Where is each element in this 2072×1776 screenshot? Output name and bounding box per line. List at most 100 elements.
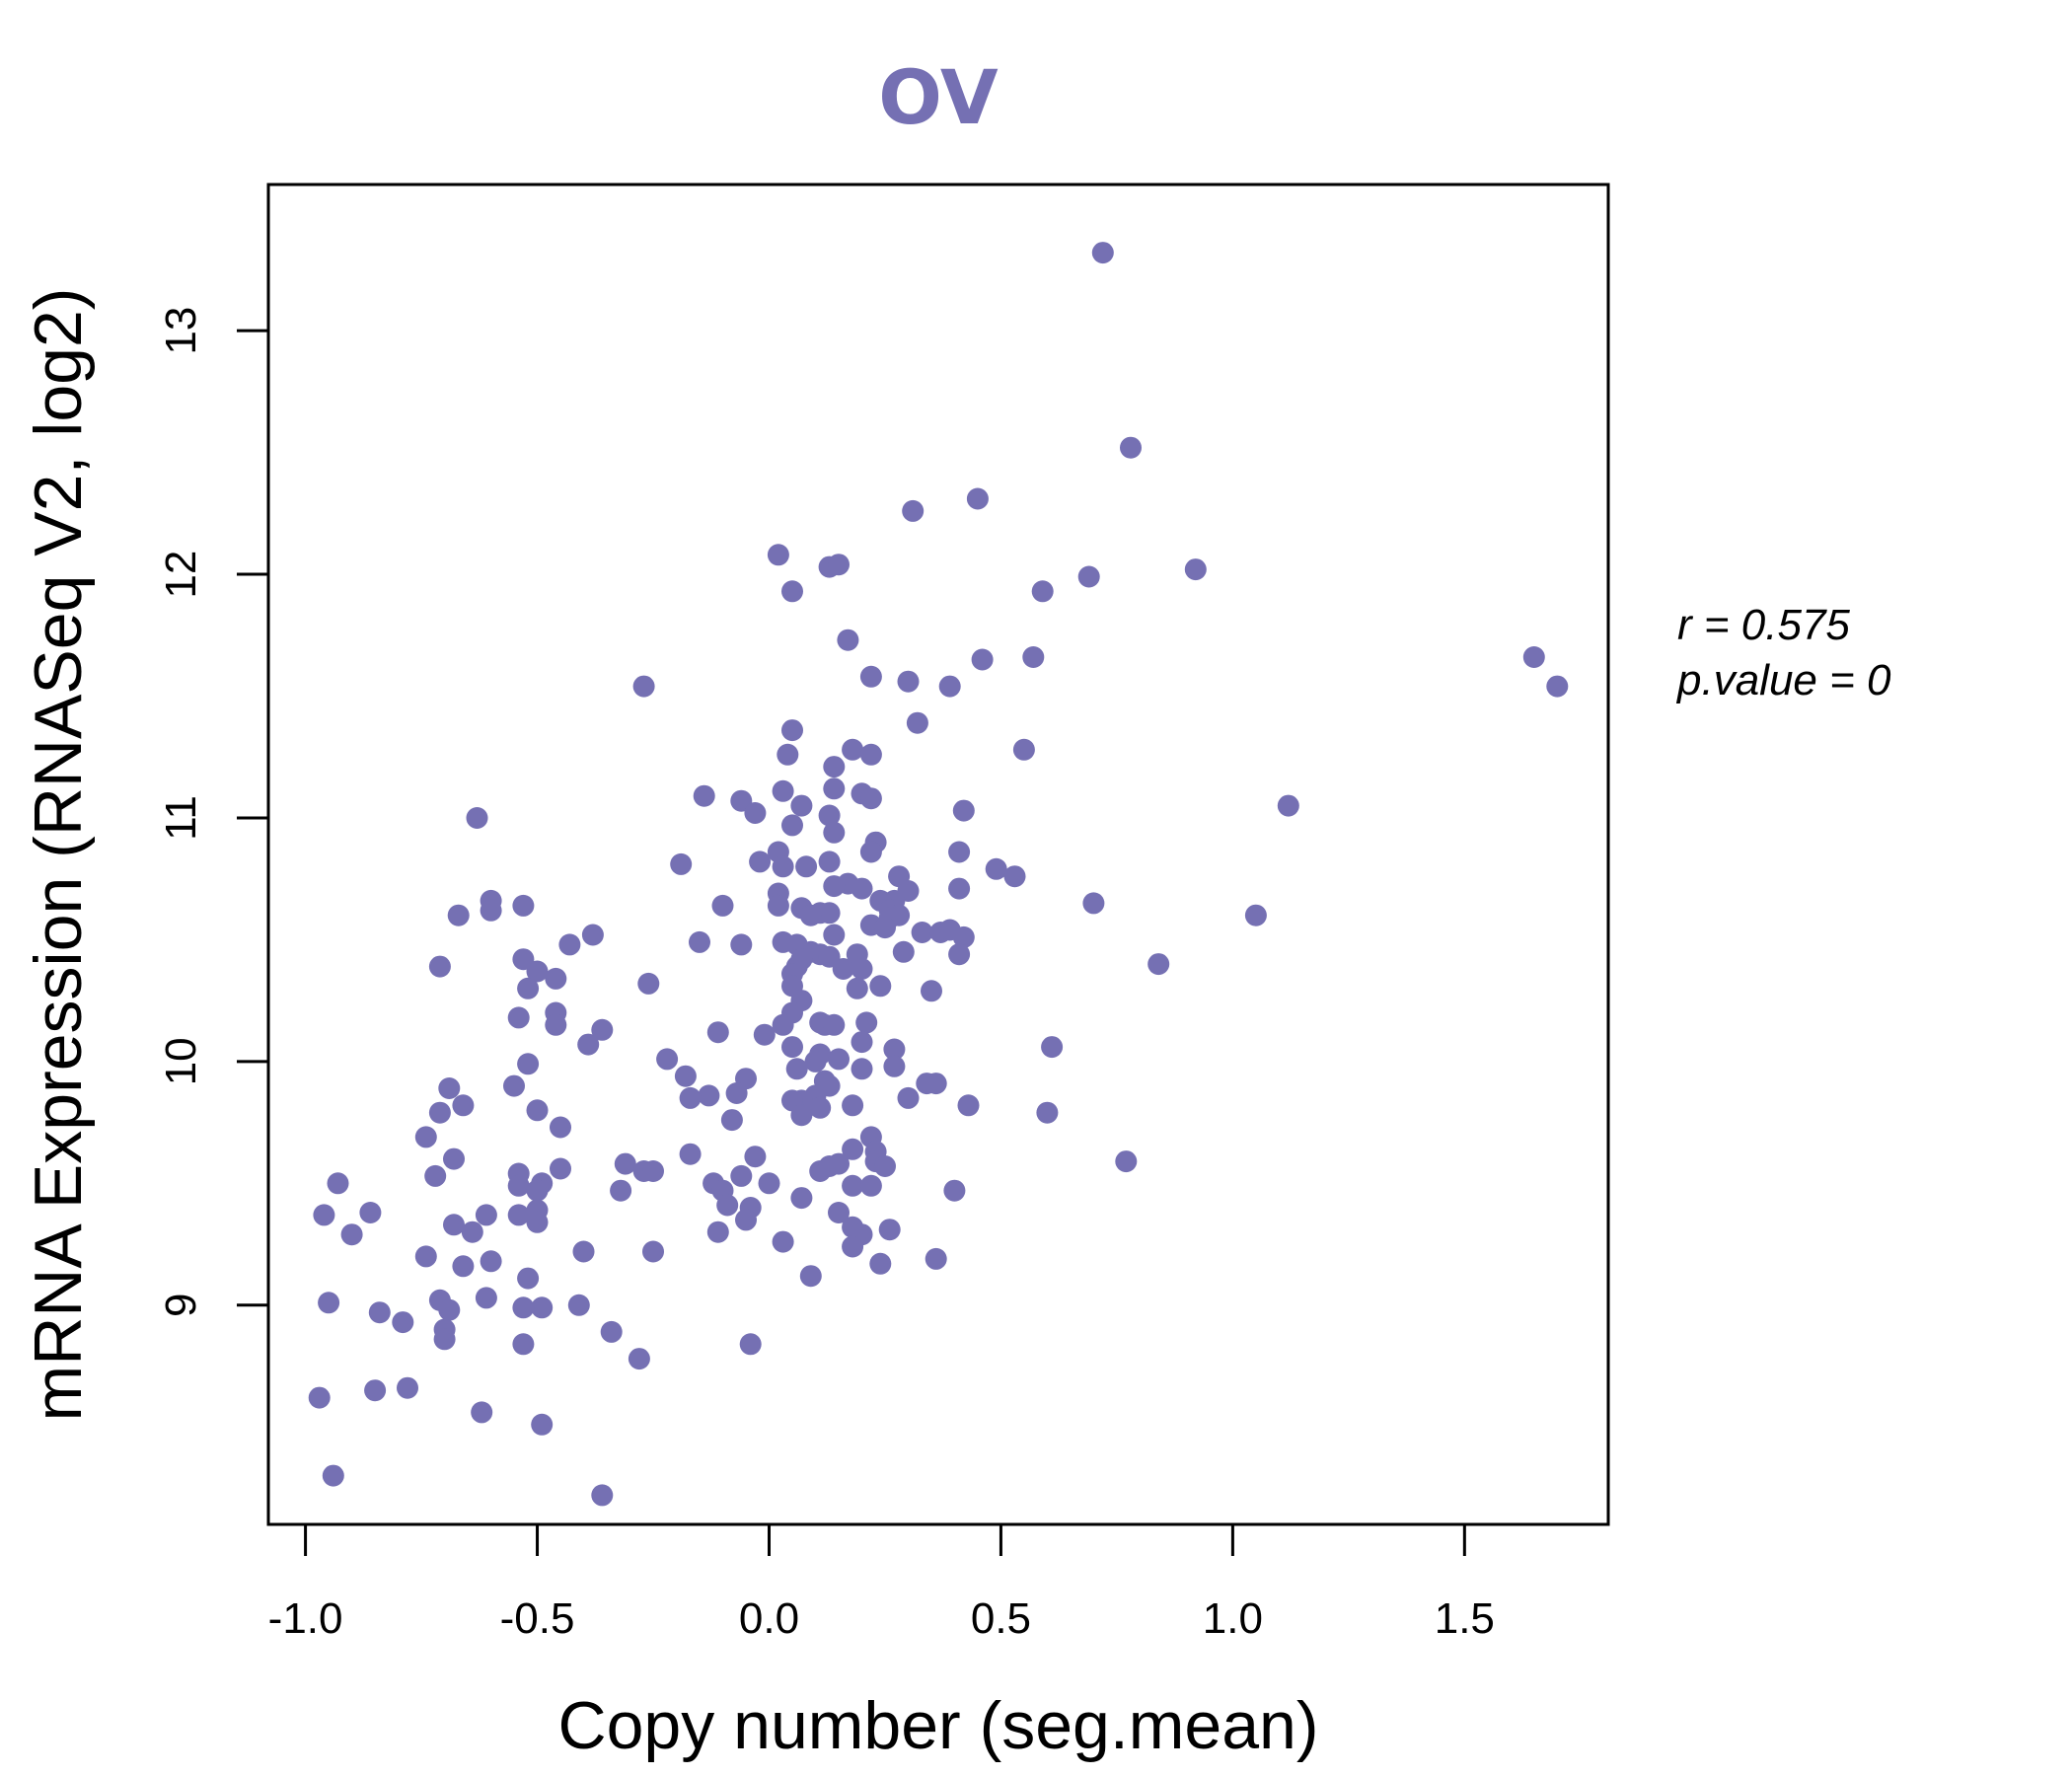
data-point-232 xyxy=(600,1320,623,1343)
data-point-23 xyxy=(859,743,882,766)
data-point-190 xyxy=(943,1179,966,1202)
data-point-15 xyxy=(971,648,994,671)
data-point-21 xyxy=(781,719,803,742)
x-tick-label-0: -1.0 xyxy=(268,1594,343,1643)
data-point-7 xyxy=(781,580,803,603)
data-point-48 xyxy=(795,855,818,878)
data-point-10 xyxy=(1184,558,1207,581)
data-point-104 xyxy=(545,967,567,990)
data-point-73 xyxy=(480,899,502,922)
data-point-37 xyxy=(818,804,841,827)
y-tick-label-2: 11 xyxy=(157,795,205,841)
data-point-39 xyxy=(823,821,846,844)
data-point-34 xyxy=(952,799,975,822)
data-point-45 xyxy=(670,852,693,875)
data-point-213 xyxy=(642,1240,664,1263)
data-point-208 xyxy=(878,1219,901,1241)
x-tick-label-2: 0.0 xyxy=(739,1594,799,1643)
data-point-13 xyxy=(897,670,920,693)
data-point-241 xyxy=(531,1413,554,1436)
points-layer xyxy=(308,242,1569,1507)
data-point-212 xyxy=(842,1235,864,1258)
data-point-132 xyxy=(804,1050,827,1073)
data-point-49 xyxy=(818,851,841,873)
data-point-122 xyxy=(577,1033,600,1056)
data-point-161 xyxy=(550,1116,571,1139)
data-point-88 xyxy=(558,933,581,956)
data-point-101 xyxy=(1147,953,1170,976)
data-point-238 xyxy=(397,1376,418,1399)
data-point-42 xyxy=(859,841,882,863)
data-point-135 xyxy=(851,1058,873,1080)
data-point-35 xyxy=(1277,794,1299,817)
data-point-22 xyxy=(842,738,864,761)
data-point-172 xyxy=(614,1152,636,1175)
data-point-150 xyxy=(897,1086,920,1109)
data-point-130 xyxy=(656,1048,679,1071)
data-point-194 xyxy=(716,1194,739,1217)
data-point-170 xyxy=(874,1155,896,1177)
data-point-134 xyxy=(785,1058,808,1080)
data-point-202 xyxy=(735,1209,757,1231)
data-point-6 xyxy=(828,554,850,576)
data-point-197 xyxy=(359,1202,382,1223)
y-axis: 9 10 11 12 13 xyxy=(157,307,270,1317)
data-point-25 xyxy=(1012,738,1035,761)
data-point-203 xyxy=(526,1211,549,1233)
data-point-191 xyxy=(610,1179,632,1202)
data-point-230 xyxy=(392,1311,414,1334)
y-tick-label-0: 9 xyxy=(157,1294,205,1317)
data-point-128 xyxy=(781,1036,803,1059)
data-point-83 xyxy=(952,925,975,948)
data-point-66 xyxy=(818,902,841,925)
data-point-217 xyxy=(480,1250,502,1273)
data-point-229 xyxy=(368,1301,391,1324)
data-point-146 xyxy=(679,1086,702,1109)
data-point-125 xyxy=(851,1031,873,1054)
data-point-103 xyxy=(428,955,451,978)
data-point-182 xyxy=(758,1172,780,1195)
data-point-157 xyxy=(428,1101,451,1124)
data-point-156 xyxy=(957,1094,980,1117)
data-point-82 xyxy=(581,924,604,946)
data-point-16 xyxy=(1022,646,1045,668)
data-point-235 xyxy=(512,1333,535,1356)
data-point-31 xyxy=(693,784,715,807)
data-point-138 xyxy=(674,1065,697,1087)
data-point-206 xyxy=(461,1221,483,1243)
data-point-0 xyxy=(1091,242,1114,264)
data-point-27 xyxy=(772,779,794,802)
data-point-211 xyxy=(772,1230,794,1253)
data-point-178 xyxy=(642,1160,664,1182)
data-point-171 xyxy=(1115,1150,1138,1173)
data-point-72 xyxy=(447,904,470,926)
data-point-2 xyxy=(966,487,989,510)
data-point-216 xyxy=(925,1247,947,1270)
chart-title: OV xyxy=(878,53,999,141)
data-point-227 xyxy=(512,1296,535,1319)
data-point-81 xyxy=(874,917,896,939)
plot-frame xyxy=(266,183,1610,1526)
data-point-219 xyxy=(452,1255,475,1278)
data-point-107 xyxy=(637,972,660,995)
data-point-155 xyxy=(809,1096,832,1119)
data-point-118 xyxy=(823,1013,846,1036)
data-point-33 xyxy=(790,794,813,817)
data-point-80 xyxy=(823,924,846,946)
data-point-184 xyxy=(327,1172,349,1195)
data-point-243 xyxy=(591,1484,614,1507)
data-point-236 xyxy=(628,1348,650,1370)
data-point-158 xyxy=(790,1104,813,1127)
data-point-74 xyxy=(1082,892,1105,915)
data-point-50 xyxy=(985,857,1007,880)
y-tick-label-4: 13 xyxy=(157,307,205,355)
data-point-160 xyxy=(720,1109,743,1132)
data-point-218 xyxy=(869,1252,892,1275)
data-point-105 xyxy=(517,977,540,999)
data-point-152 xyxy=(842,1094,864,1117)
data-point-207 xyxy=(706,1221,729,1243)
data-point-77 xyxy=(911,922,933,943)
data-point-85 xyxy=(772,930,794,953)
data-point-121 xyxy=(591,1018,614,1041)
data-point-200 xyxy=(507,1204,530,1226)
